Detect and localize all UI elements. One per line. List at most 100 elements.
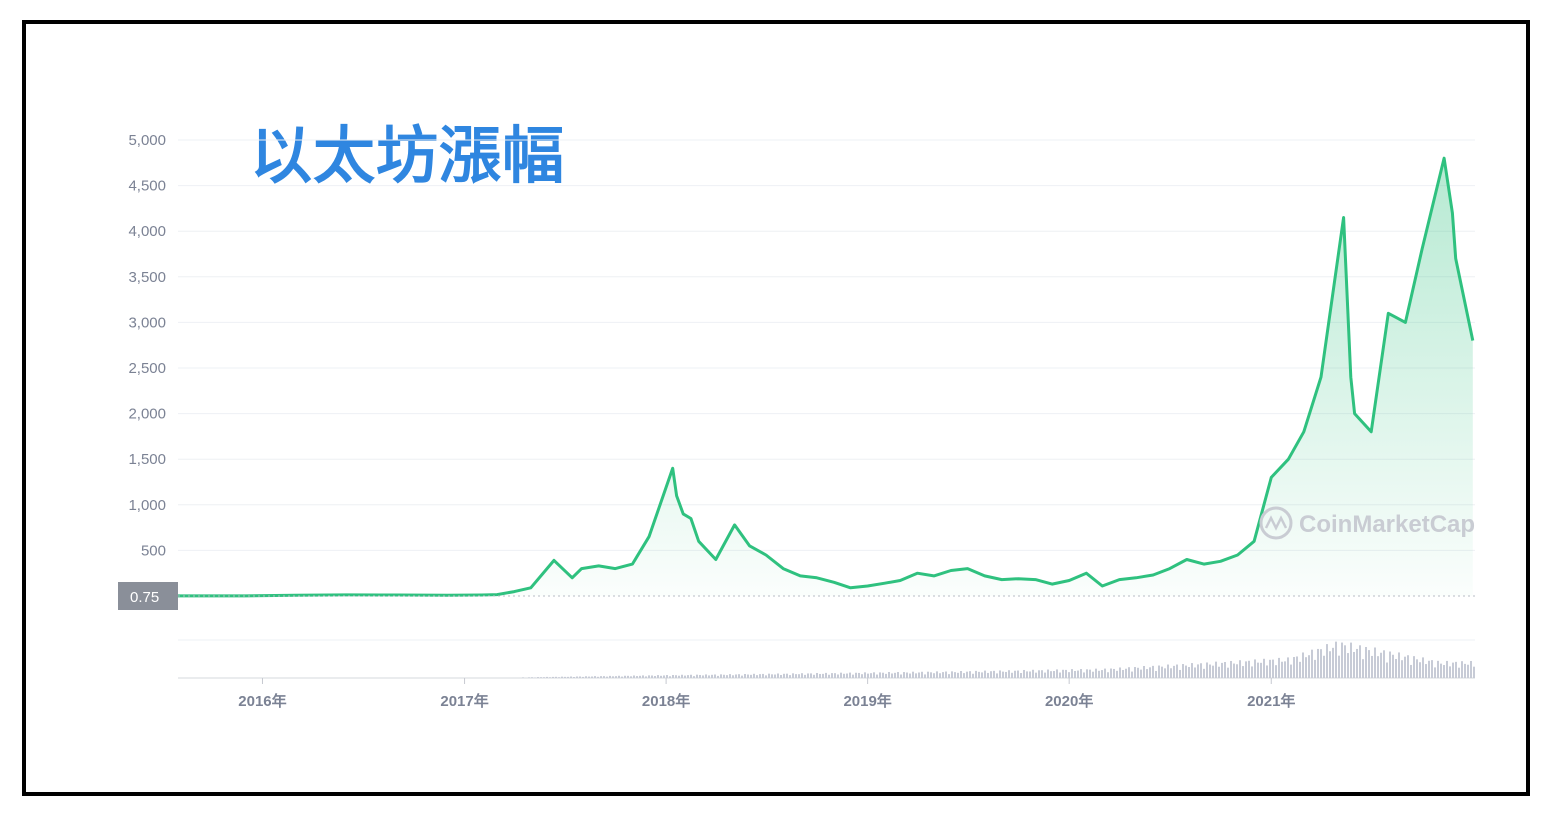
grid-lines [178, 139, 1475, 679]
volume-bar [1119, 667, 1121, 678]
volume-bar [768, 673, 770, 678]
volume-bar [1305, 657, 1307, 678]
volume-bar [594, 676, 596, 678]
volume-bar [1452, 662, 1454, 678]
volume-bar [528, 677, 530, 678]
volume-bar [1338, 655, 1340, 678]
volume-bar [1254, 659, 1256, 678]
volume-bar [1110, 668, 1112, 678]
y-tick-label: 4,000 [128, 223, 166, 240]
volume-bar [1068, 672, 1070, 678]
volume-bar [1302, 652, 1304, 678]
volume-bar [1407, 655, 1409, 678]
volume-bar [1149, 667, 1151, 678]
volume-bar [570, 676, 572, 678]
volume-bar [579, 676, 581, 678]
volume-bar [708, 675, 710, 678]
volume-bar [1404, 656, 1406, 678]
volume-bar [1092, 671, 1094, 678]
volume-bar [615, 676, 617, 678]
volume-bar [1380, 652, 1382, 678]
volume-bar [855, 672, 857, 678]
volume-bar [807, 673, 809, 678]
volume-bar [1326, 644, 1328, 678]
volume-bar [723, 674, 725, 678]
y-tick-label: 3,500 [128, 269, 166, 286]
volume-bar [945, 671, 947, 678]
volume-bar [699, 674, 701, 678]
coinmarketcap-watermark: CoinMarketCap [1259, 506, 1475, 540]
volume-bar [630, 676, 632, 678]
volume-bar [1146, 669, 1148, 678]
volume-bar [1086, 669, 1088, 678]
volume-bar [696, 674, 698, 678]
volume-bar [909, 673, 911, 678]
volume-bar [792, 673, 794, 678]
volume-bar [882, 672, 884, 678]
volume-bar [591, 676, 593, 678]
volume-bar [1137, 667, 1139, 678]
volume-bar [999, 670, 1001, 678]
volume-bar [711, 674, 713, 678]
volume-bar [1017, 670, 1019, 678]
volume-bar [1014, 670, 1016, 678]
volume-bar [1113, 668, 1115, 678]
y-tick-label: 1,500 [128, 451, 166, 468]
volume-bar [1437, 660, 1439, 678]
volume-bar [930, 672, 932, 678]
volume-bar [1059, 672, 1061, 678]
volume-bar [963, 673, 965, 678]
volume-bar [1071, 669, 1073, 678]
volume-bar [1329, 651, 1331, 678]
volume-bar [1035, 672, 1037, 678]
volume-bar [549, 677, 551, 678]
volume-bar [1008, 670, 1010, 678]
volume-bar [1323, 655, 1325, 678]
volume-bar [858, 672, 860, 678]
volume-bar [1218, 666, 1220, 678]
volume-bar [1470, 660, 1472, 678]
volume-bar [1293, 657, 1295, 678]
volume-bar [1176, 664, 1178, 678]
volume-bar [1353, 651, 1355, 678]
volume-bar [1215, 661, 1217, 678]
volume-bar [1443, 665, 1445, 678]
volume-bar [984, 670, 986, 678]
volume-bar [1161, 666, 1163, 678]
volume-bar [924, 674, 926, 678]
chart-title: 以太坊漲幅 [250, 119, 566, 192]
volume-bar [564, 676, 566, 678]
volume-bar [693, 676, 695, 678]
volume-bar [1299, 661, 1301, 678]
volume-bar [1239, 660, 1241, 678]
volume-bar [744, 674, 746, 678]
volume-bar [1461, 661, 1463, 678]
volume-bar [576, 676, 578, 678]
volume-bar [759, 674, 761, 678]
volume-bar [879, 672, 881, 678]
volume-bar [717, 675, 719, 678]
volume-bar [1179, 669, 1181, 678]
volume-bar [1164, 668, 1166, 678]
volume-bar [684, 675, 686, 678]
volume-bar [534, 677, 536, 678]
volume-bar [1347, 653, 1349, 678]
volume-bar [1311, 649, 1313, 678]
volume-bar [837, 674, 839, 678]
volume-bar [651, 675, 653, 678]
volume-bar [912, 671, 914, 678]
volume-bar [1308, 655, 1310, 678]
volume-bar [933, 673, 935, 678]
volume-bar [1281, 661, 1283, 678]
volume-bar [981, 672, 983, 678]
volume-bar [555, 676, 557, 678]
volume-bar [1041, 670, 1043, 678]
volume-bar [672, 675, 674, 678]
volume-bar [789, 675, 791, 678]
volume-bar [1263, 658, 1265, 678]
volume-bar [714, 674, 716, 678]
coinmarketcap-logo-icon [1259, 506, 1293, 540]
volume-bar [747, 674, 749, 678]
volume-bar [1026, 671, 1028, 678]
